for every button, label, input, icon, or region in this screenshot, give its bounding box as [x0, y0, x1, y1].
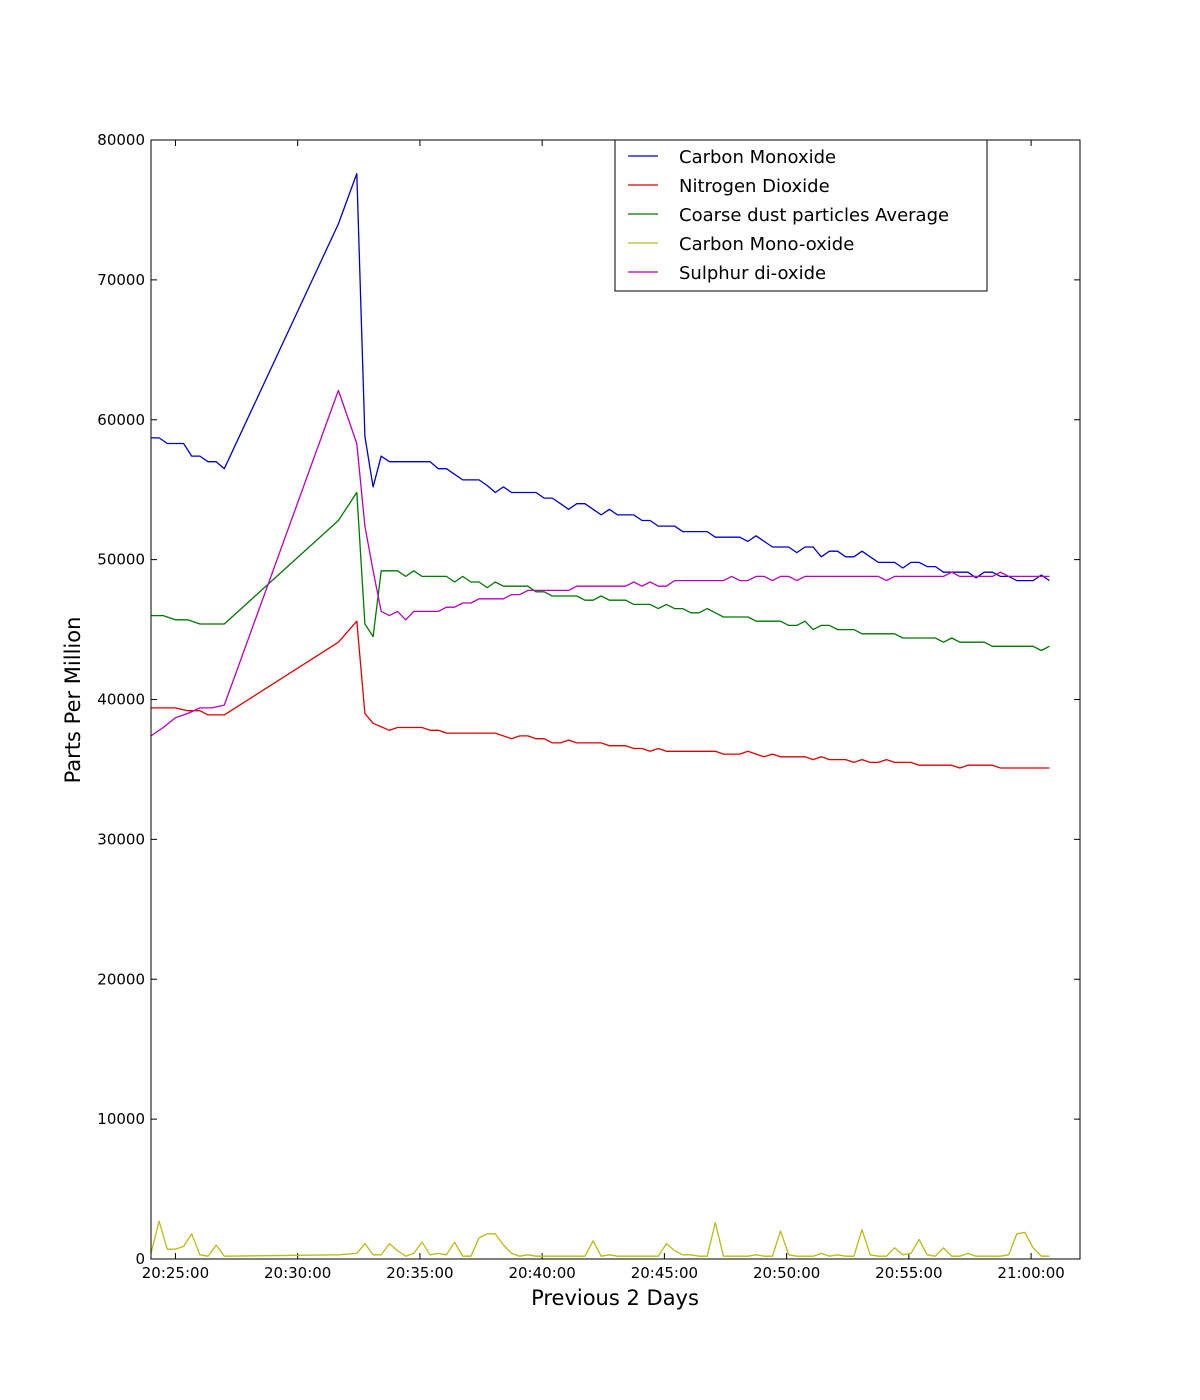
legend-entries: Carbon Monoxide Nitrogen Dioxide Coarse du… [628, 147, 949, 284]
y-axis-ticks: 0 10000 20000 30000 40000 50000 60000 70000 8000… [97, 131, 1080, 1268]
series-line-2 [151, 620, 1050, 769]
x-axis-ticks: 20:25:00 20:30:00 20:35:00 20:40:00 20:45:00… [142, 140, 1065, 1282]
series-line-4 [150, 1220, 1050, 1257]
x-tick-label: 20:30:00 [264, 1264, 331, 1282]
series-line-3 [151, 491, 1050, 652]
x-tick-label: 20:40:00 [508, 1264, 575, 1282]
legend-label: Carbon Monoxide [679, 147, 836, 168]
y-tick-label: 40000 [97, 691, 145, 709]
y-tick-label: 20000 [97, 970, 145, 988]
legend-label: Coarse dust particles Average [679, 205, 949, 226]
y-tick-label: 30000 [97, 830, 145, 848]
y-tick-label: 10000 [97, 1110, 145, 1128]
legend-label: Carbon Mono-oxide [679, 234, 854, 255]
plot-area-frame [150, 139, 1081, 1260]
y-tick-label: 50000 [97, 551, 145, 569]
series-line-1 [151, 172, 1050, 582]
x-tick-label: 21:00:00 [997, 1264, 1064, 1282]
x-axis-title: Previous 2 Days [531, 1286, 699, 1310]
y-tick-label: 80000 [97, 131, 145, 149]
y-tick-label: 60000 [97, 411, 145, 429]
y-axis-title: Parts Per Million [61, 617, 85, 784]
x-tick-label: 20:55:00 [875, 1264, 942, 1282]
x-tick-label: 20:50:00 [753, 1264, 820, 1282]
x-tick-label: 20:35:00 [386, 1264, 453, 1282]
x-tick-label: 20:25:00 [142, 1264, 209, 1282]
x-tick-label: 20:45:00 [631, 1264, 698, 1282]
legend-label: Nitrogen Dioxide [679, 176, 830, 197]
legend-box [614, 139, 988, 292]
legend-label: Sulphur di-oxide [679, 263, 826, 284]
y-tick-label: 70000 [97, 271, 145, 289]
series-line-5 [150, 389, 1050, 737]
y-tick-label: 0 [135, 1250, 145, 1268]
legend: Carbon Monoxide Nitrogen Dioxide Coarse du… [614, 139, 988, 292]
series-lines [150, 172, 1050, 1257]
